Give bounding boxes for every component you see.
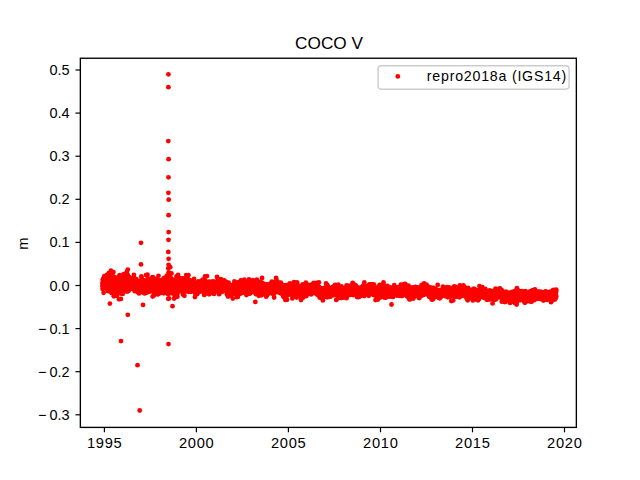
svg-text:m: m [15, 238, 31, 250]
svg-text:2020: 2020 [547, 435, 582, 451]
svg-text:0.0: 0.0 [49, 278, 69, 294]
svg-text:repro2018a (IGS14): repro2018a (IGS14) [427, 68, 567, 84]
svg-text:−0.1: −0.1 [38, 321, 70, 337]
svg-text:2010: 2010 [363, 435, 398, 451]
svg-text:0.1: 0.1 [49, 234, 69, 250]
svg-text:−0.3: −0.3 [38, 407, 70, 423]
svg-text:0.2: 0.2 [49, 191, 69, 207]
svg-text:1995: 1995 [87, 435, 122, 451]
svg-text:−0.2: −0.2 [38, 364, 70, 380]
svg-text:0.5: 0.5 [49, 62, 69, 78]
svg-text:2005: 2005 [271, 435, 306, 451]
svg-text:2015: 2015 [455, 435, 490, 451]
svg-text:COCO V: COCO V [295, 33, 363, 53]
svg-text:0.3: 0.3 [49, 148, 69, 164]
svg-text:2000: 2000 [179, 435, 214, 451]
svg-text:0.4: 0.4 [49, 105, 69, 121]
